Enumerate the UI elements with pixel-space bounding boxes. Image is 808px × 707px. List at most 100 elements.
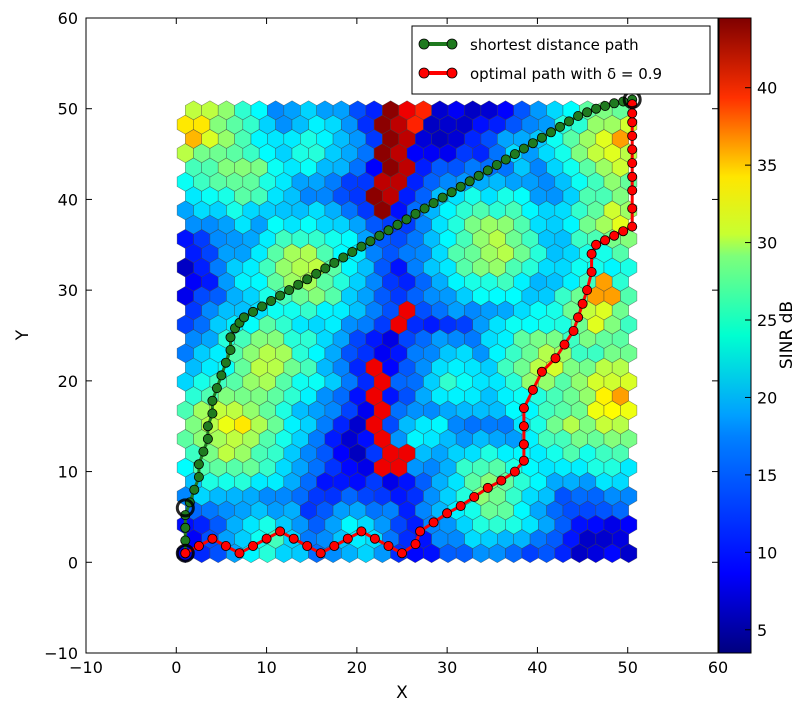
plot-frame — [85, 17, 719, 654]
series-point-shortest — [202, 421, 213, 432]
legend-marker-optimal — [446, 67, 458, 79]
legend: shortest distance path optimal path with… — [411, 25, 711, 95]
series-point-optimal — [627, 221, 638, 232]
y-axis-label: Y — [13, 329, 33, 341]
x-tick-label: 10 — [256, 658, 276, 677]
series-point-optimal — [342, 533, 353, 544]
series-point-shortest — [564, 116, 575, 127]
series-point-optimal — [482, 482, 493, 493]
series-point-shortest — [491, 159, 502, 170]
series-point-shortest — [216, 370, 227, 381]
series-point-optimal — [627, 158, 638, 169]
series-point-shortest — [392, 219, 403, 230]
series-point-shortest — [275, 290, 286, 301]
series-point-optimal — [442, 508, 453, 519]
series-point-shortest — [509, 149, 520, 160]
series-point-optimal — [315, 548, 326, 559]
series-point-optimal — [396, 548, 407, 559]
y-tick-label: 60 — [58, 9, 78, 28]
y-tick-label: 50 — [58, 100, 78, 119]
series-point-optimal — [415, 526, 426, 537]
series-point-shortest — [193, 471, 204, 482]
series-point-shortest — [220, 357, 231, 368]
colorbar-tick-label: 35 — [757, 156, 777, 175]
series-point-shortest — [410, 208, 421, 219]
series-point-shortest — [546, 127, 557, 138]
series-point-optimal — [469, 491, 480, 502]
series-point-shortest — [383, 225, 394, 236]
series-point-shortest — [473, 170, 484, 181]
series-point-shortest — [464, 176, 475, 187]
series-point-optimal — [180, 548, 191, 559]
series-point-shortest — [609, 98, 620, 109]
series-point-optimal — [627, 144, 638, 155]
series-point-shortest — [225, 344, 236, 355]
series-point-shortest — [320, 263, 331, 274]
x-tick-label: 40 — [527, 658, 547, 677]
legend-label-optimal: optimal path with δ = 0.9 — [470, 65, 662, 83]
series-point-shortest — [284, 285, 295, 296]
series-point-optimal — [207, 533, 218, 544]
x-tick-label: −10 — [69, 658, 103, 677]
series-point-shortest — [500, 154, 511, 165]
series-point-shortest — [207, 395, 218, 406]
series-point-optimal — [627, 171, 638, 182]
series-point-optimal — [428, 517, 439, 528]
series-point-optimal — [518, 403, 529, 414]
series-point-shortest — [518, 143, 529, 154]
y-tick-label: 10 — [58, 463, 78, 482]
x-tick-label: 0 — [171, 658, 181, 677]
series-point-optimal — [586, 266, 597, 277]
series-point-optimal — [410, 539, 421, 550]
series-point-optimal — [496, 475, 507, 486]
series-point-optimal — [193, 541, 204, 552]
colorbar-tick-label: 15 — [757, 466, 777, 485]
series-point-optimal — [247, 541, 258, 552]
colorbar-gradient — [718, 17, 752, 654]
legend-entry-optimal: optimal path with δ = 0.9 — [418, 65, 662, 83]
colorbar-tick-label: 30 — [757, 234, 777, 253]
series-point-optimal — [288, 533, 299, 544]
series-point-shortest — [338, 252, 349, 263]
series-point-optimal — [261, 533, 272, 544]
series-point-shortest — [293, 279, 304, 290]
series-point-optimal — [356, 526, 367, 537]
series-point-shortest — [238, 312, 249, 323]
series-point-optimal — [220, 541, 231, 552]
series-point-optimal — [518, 455, 529, 466]
colorbar-tick-label: 5 — [757, 621, 767, 640]
legend-box — [411, 25, 711, 95]
series-point-shortest — [401, 214, 412, 225]
series-point-optimal — [627, 117, 638, 128]
series-point-shortest — [266, 295, 277, 306]
series-point-optimal — [618, 226, 629, 237]
endpoint-marker — [175, 498, 195, 518]
series-point-shortest — [329, 257, 340, 268]
y-tick-label: 0 — [68, 553, 78, 572]
x-tick-label: 60 — [708, 658, 728, 677]
legend-marker-optimal — [418, 67, 430, 79]
colorbar-ticks: 5 10 15 20 25 30 35 40 — [745, 79, 777, 640]
series-point-shortest — [446, 187, 457, 198]
series-point-shortest — [356, 241, 367, 252]
series-point-shortest — [247, 306, 258, 317]
series-point-shortest — [455, 181, 466, 192]
series-point-optimal — [275, 526, 286, 537]
series-point-shortest — [207, 408, 218, 419]
series-point-shortest — [193, 459, 204, 470]
series-point-optimal — [383, 541, 394, 552]
legend-marker-shortest — [418, 38, 430, 50]
series-point-shortest — [202, 433, 213, 444]
series-point-shortest — [198, 446, 209, 457]
legend-marker-shortest — [446, 38, 458, 50]
series-point-shortest — [257, 301, 268, 312]
series-point-shortest — [347, 246, 358, 257]
colorbar-tick-label: 10 — [757, 543, 777, 562]
series-point-shortest — [211, 383, 222, 394]
series-point-shortest — [428, 198, 439, 209]
series-point-optimal — [577, 298, 588, 309]
series-point-optimal — [582, 285, 593, 296]
series-point-shortest — [180, 522, 191, 533]
series-point-optimal — [573, 312, 584, 323]
